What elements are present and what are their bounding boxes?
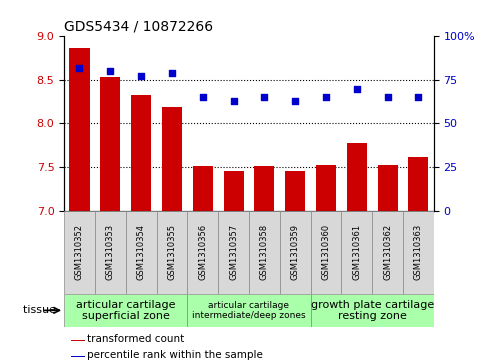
Point (168, 70, 176, 76)
Text: GSM1310362: GSM1310362 (383, 224, 392, 280)
Text: growth plate cartilage
resting zone: growth plate cartilage resting zone (311, 299, 434, 321)
Bar (347, 143, 367, 211)
Bar (162, 107, 182, 211)
Bar (64, 294, 187, 327)
Text: GSM1310363: GSM1310363 (414, 224, 423, 280)
Text: articular cartilage
intermediate/deep zones: articular cartilage intermediate/deep zo… (192, 301, 306, 320)
Bar (341, 211, 372, 294)
Point (384, 94, 391, 100)
Text: GSM1310353: GSM1310353 (106, 224, 115, 280)
Bar (249, 211, 280, 294)
Text: GSM1310354: GSM1310354 (137, 224, 145, 280)
Bar (311, 294, 434, 327)
Text: GSM1310361: GSM1310361 (352, 224, 361, 280)
Bar (193, 166, 213, 211)
Bar (316, 165, 336, 211)
Bar (285, 171, 305, 211)
Text: GSM1310359: GSM1310359 (291, 224, 300, 280)
Text: GSM1310352: GSM1310352 (75, 224, 84, 280)
Bar (223, 171, 244, 211)
Text: GSM1310358: GSM1310358 (260, 224, 269, 280)
Point (260, 94, 268, 100)
Bar (378, 165, 398, 211)
Bar (403, 211, 434, 294)
Text: articular cartilage
superficial zone: articular cartilage superficial zone (76, 299, 176, 321)
Bar (187, 211, 218, 294)
Bar (372, 211, 403, 294)
Bar (157, 211, 187, 294)
Text: tissue: tissue (23, 305, 59, 315)
Text: transformed count: transformed count (87, 334, 184, 344)
Bar (100, 77, 120, 211)
Bar (70, 48, 90, 211)
Text: GSM1310357: GSM1310357 (229, 224, 238, 280)
Bar (126, 211, 157, 294)
Text: GSM1310355: GSM1310355 (168, 224, 176, 280)
Text: GDS5434 / 10872266: GDS5434 / 10872266 (64, 20, 213, 34)
Bar (71, 356, 85, 357)
Point (291, 98, 299, 104)
Bar (280, 211, 311, 294)
Point (353, 86, 361, 91)
Bar (131, 95, 151, 211)
Point (199, 94, 207, 100)
Point (415, 94, 423, 100)
Bar (408, 158, 428, 211)
Bar (95, 211, 126, 294)
Text: GSM1310356: GSM1310356 (198, 224, 207, 280)
Text: GSM1310360: GSM1310360 (321, 224, 330, 280)
Bar (311, 211, 341, 294)
Bar (218, 211, 249, 294)
Bar (64, 211, 95, 294)
Text: percentile rank within the sample: percentile rank within the sample (87, 350, 263, 360)
Point (75, 65, 83, 70)
Point (106, 68, 114, 74)
Bar (254, 166, 275, 211)
Point (322, 94, 330, 100)
Bar (71, 340, 85, 341)
Point (230, 98, 238, 104)
Point (137, 73, 145, 79)
Bar (187, 294, 311, 327)
